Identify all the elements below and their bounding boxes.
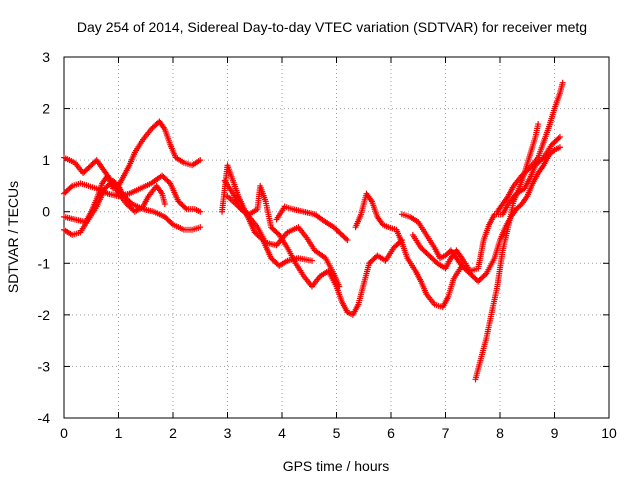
- data-point-l: [535, 121, 542, 128]
- axis-ticks: 0 1 2 3 4 5 6 7 8 9 10 -4 -3 -2 -1 0 1 2 3: [38, 49, 617, 441]
- y-axis-label: SDTVAR / TECUs: [5, 181, 21, 293]
- data-point-h: [344, 237, 351, 244]
- data-point-k: [539, 155, 546, 162]
- data-point-j: [482, 271, 489, 278]
- data-point-j: [550, 148, 557, 155]
- data-point-c: [197, 224, 204, 231]
- y-tick-label: -3: [38, 358, 51, 374]
- y-tick-label: -2: [38, 307, 51, 323]
- y-tick-label: 1: [42, 152, 50, 168]
- data-point-k: [555, 135, 562, 142]
- data-point-f: [274, 230, 281, 237]
- data-point-b: [182, 204, 189, 211]
- y-tick-label: -4: [38, 410, 51, 426]
- data-points: [61, 79, 566, 383]
- x-tick-label: 5: [333, 425, 341, 441]
- x-tick-label: 9: [551, 425, 559, 441]
- x-tick-label: 8: [496, 425, 504, 441]
- x-tick-label: 2: [169, 425, 177, 441]
- x-tick-label: 1: [115, 425, 123, 441]
- grid-lines: [64, 57, 609, 418]
- x-tick-label: 10: [601, 425, 617, 441]
- x-tick-label: 7: [442, 425, 450, 441]
- y-tick-label: 3: [42, 49, 50, 65]
- x-tick-label: 0: [60, 425, 68, 441]
- y-tick-label: -1: [38, 255, 51, 271]
- data-point-d: [161, 200, 168, 207]
- x-tick-label: 3: [224, 425, 232, 441]
- data-point-a: [197, 157, 204, 164]
- data-point-m: [559, 79, 566, 86]
- data-point-g: [336, 283, 343, 290]
- data-point-e: [308, 257, 315, 264]
- x-tick-label: 6: [387, 425, 395, 441]
- data-point-c: [168, 220, 175, 227]
- data-point-m: [525, 166, 532, 173]
- data-point-j: [556, 144, 563, 151]
- chart-title: Day 254 of 2014, Sidereal Day-to-day VTE…: [77, 19, 587, 35]
- x-tick-label: 4: [278, 425, 286, 441]
- y-tick-label: 2: [42, 101, 50, 117]
- plot-frame: [63, 56, 610, 419]
- data-point-b: [67, 184, 74, 191]
- data-point-h: [343, 235, 350, 242]
- y-tick-label: 0: [42, 204, 50, 220]
- data-point-k: [556, 133, 563, 140]
- data-point-b: [197, 208, 204, 215]
- data-point-b: [165, 179, 172, 186]
- x-axis-label: GPS time / hours: [283, 458, 390, 474]
